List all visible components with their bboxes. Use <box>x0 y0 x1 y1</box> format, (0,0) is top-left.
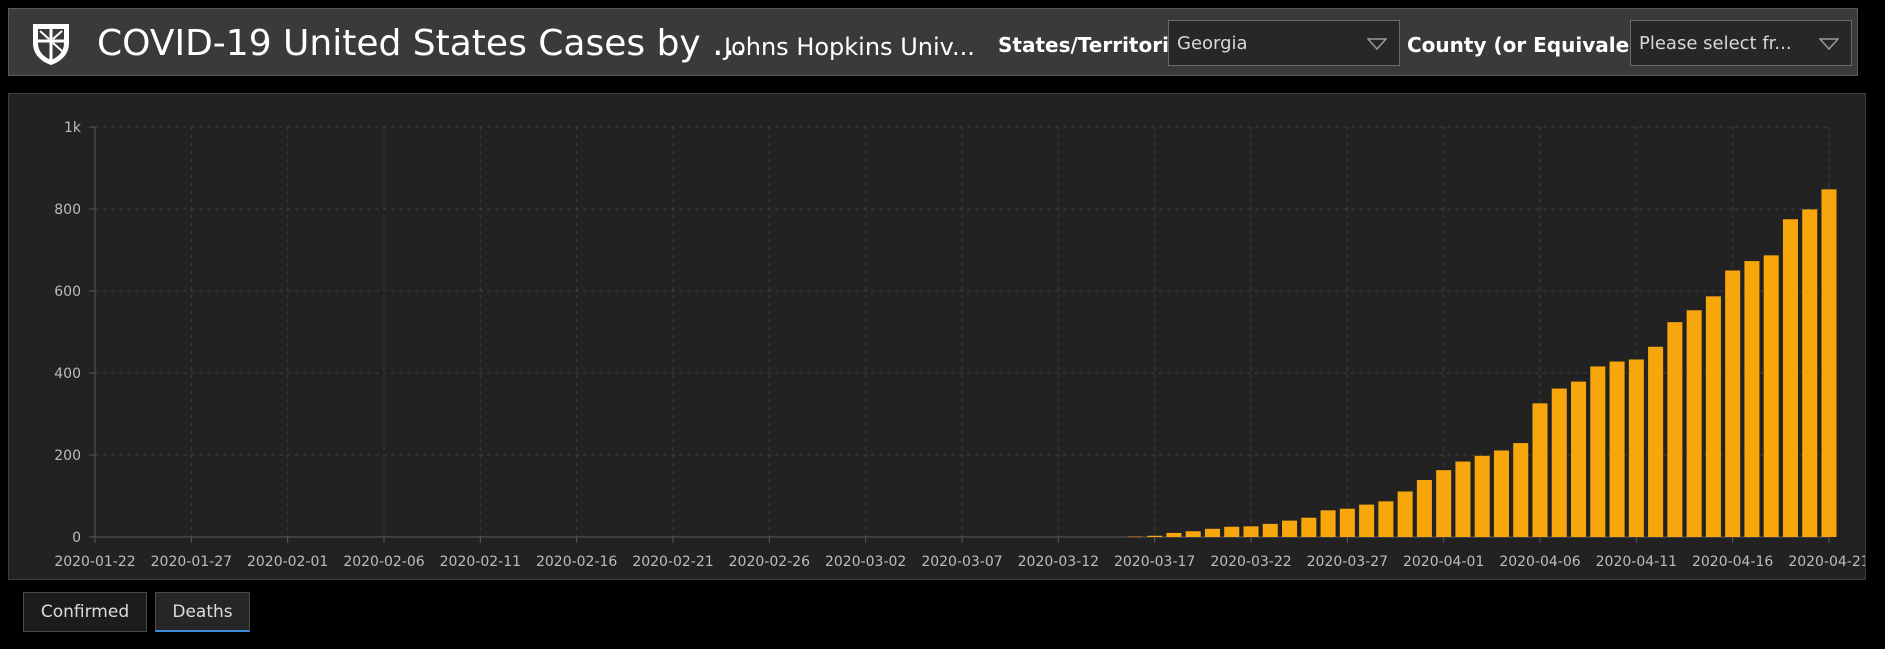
bar <box>1628 359 1644 537</box>
bar <box>1821 189 1837 537</box>
bar <box>1185 531 1201 537</box>
x-tick-label: 2020-04-21 <box>1788 554 1865 570</box>
bar <box>1339 508 1355 537</box>
x-tick-label: 2020-03-07 <box>921 554 1002 570</box>
bar <box>1648 346 1664 537</box>
app-header: COVID-19 United States Cases by ... John… <box>8 8 1858 76</box>
bar <box>1609 361 1625 537</box>
county-label: County (or Equivalent) <box>1407 33 1663 57</box>
y-tick-label: 800 <box>54 202 81 218</box>
x-tick-label: 2020-01-27 <box>151 554 232 570</box>
chevron-down-icon <box>1367 38 1387 51</box>
x-tick-label: 2020-04-01 <box>1403 554 1484 570</box>
x-tick-label: 2020-02-16 <box>536 554 617 570</box>
bar <box>1590 366 1606 537</box>
bar <box>1243 526 1259 537</box>
tab-deaths[interactable]: Deaths <box>155 592 250 632</box>
x-tick-label: 2020-03-17 <box>1114 554 1195 570</box>
x-tick-label: 2020-02-01 <box>247 554 328 570</box>
state-select-value: Georgia <box>1177 33 1248 54</box>
bar <box>1782 219 1798 537</box>
state-select[interactable]: Georgia <box>1168 20 1400 66</box>
bar <box>1763 255 1779 537</box>
bar <box>1455 461 1471 537</box>
bar <box>1147 535 1163 537</box>
county-select-placeholder: Please select fr... <box>1639 33 1792 54</box>
x-tick-label: 2020-03-27 <box>1307 554 1388 570</box>
bar <box>1282 520 1298 537</box>
bar <box>1320 510 1336 537</box>
x-tick-label: 2020-03-02 <box>825 554 906 570</box>
y-tick-label: 600 <box>54 284 81 300</box>
y-tick-label: 1k <box>64 120 82 136</box>
bar <box>1224 526 1240 537</box>
chart-panel: 2020-01-22 2020-01-27 2020-02-01 2020-02-06… <box>8 93 1866 580</box>
bar <box>1397 491 1413 537</box>
x-tick-label: 2020-02-06 <box>343 554 424 570</box>
deaths-bar-chart: 2020-01-22 2020-01-27 2020-02-01 2020-02-06… <box>54 120 1865 570</box>
bar <box>1686 310 1702 537</box>
university-shield-icon <box>33 24 69 65</box>
x-tick-label: 2020-01-22 <box>54 554 135 570</box>
bar <box>1204 528 1220 537</box>
x-tick-label: 2020-02-11 <box>440 554 521 570</box>
x-tick-label: 2020-04-16 <box>1692 554 1773 570</box>
x-tick-label: 2020-03-22 <box>1210 554 1291 570</box>
bar <box>1378 501 1394 537</box>
bar <box>1513 443 1529 537</box>
bar <box>1551 388 1567 537</box>
tab-confirmed[interactable]: Confirmed <box>23 592 147 632</box>
bar <box>1744 261 1760 537</box>
bar <box>1359 504 1375 537</box>
bar <box>1667 322 1683 537</box>
x-tick-label: 2020-04-06 <box>1499 554 1580 570</box>
bar <box>1301 517 1317 537</box>
bar <box>1416 480 1432 537</box>
bar <box>1725 270 1741 537</box>
bar <box>1705 296 1721 537</box>
bar <box>1571 381 1587 537</box>
x-tick-label: 2020-02-26 <box>729 554 810 570</box>
y-tick-label: 400 <box>54 366 81 382</box>
bar <box>1802 209 1818 537</box>
bar <box>1262 523 1278 537</box>
x-tick-label: 2020-04-11 <box>1596 554 1677 570</box>
bar <box>1166 532 1182 537</box>
bar <box>1493 450 1509 537</box>
bar <box>1436 470 1452 537</box>
page-title: COVID-19 United States Cases by ... <box>97 23 747 64</box>
x-tick-label: 2020-02-21 <box>632 554 713 570</box>
bar <box>1474 455 1490 537</box>
page-subtitle: Johns Hopkins Univ... <box>724 33 975 61</box>
y-tick-label: 0 <box>72 530 81 546</box>
bar <box>1532 403 1548 537</box>
chevron-down-icon <box>1819 38 1839 51</box>
y-tick-label: 200 <box>54 448 81 464</box>
states-territories-label: States/Territories <box>998 33 1195 57</box>
bar <box>1127 536 1143 538</box>
x-tick-label: 2020-03-12 <box>1018 554 1099 570</box>
county-select[interactable]: Please select fr... <box>1630 20 1852 66</box>
